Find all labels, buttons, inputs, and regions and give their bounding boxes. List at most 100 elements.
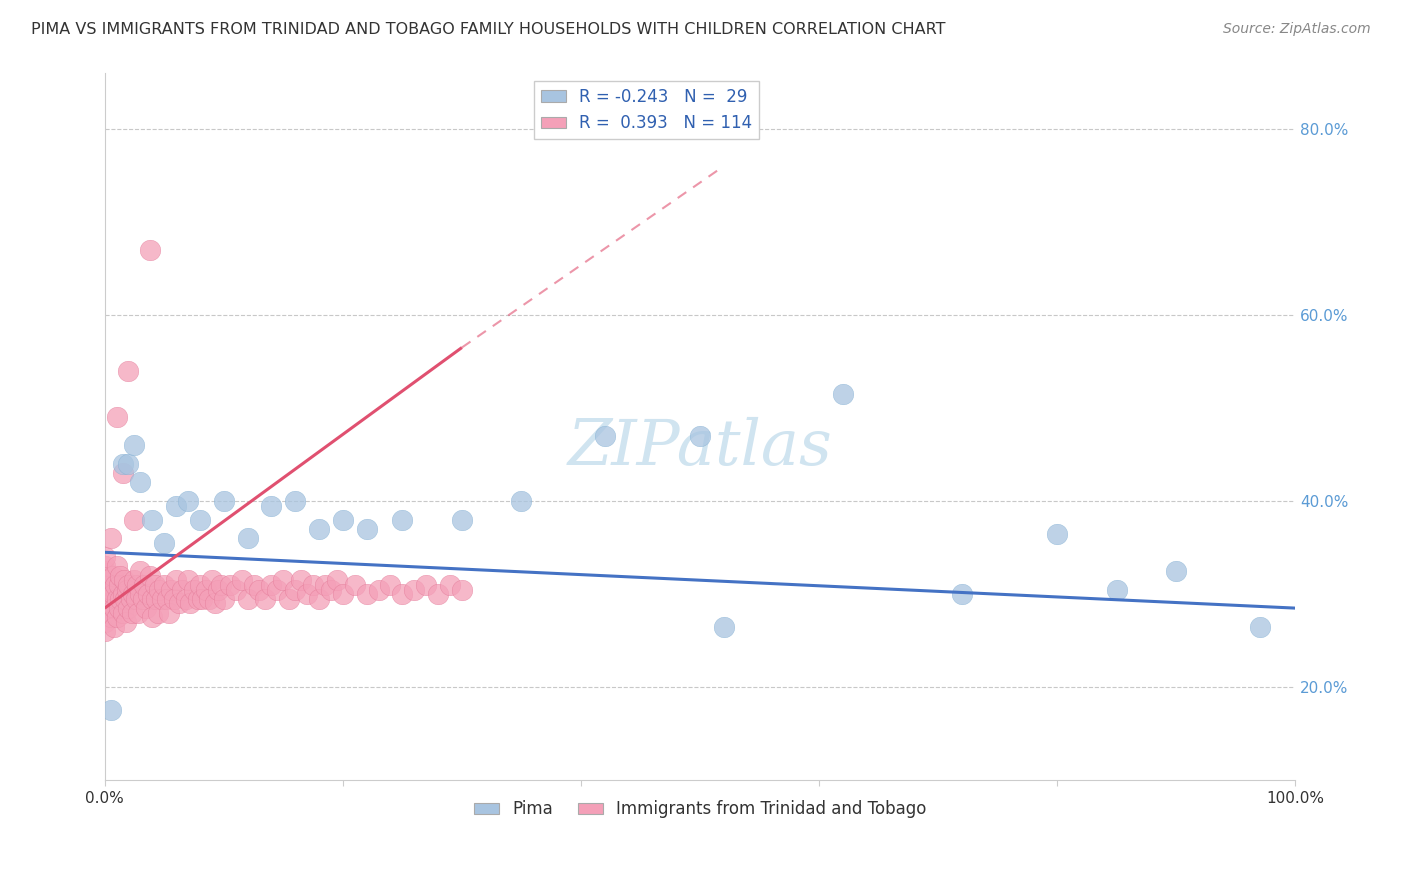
Point [404,582,426,597]
Point [427,587,450,601]
Point [593,429,616,443]
Point [117,457,139,471]
Point [308,522,330,536]
Point [108,568,131,582]
Point [451,513,474,527]
Point [832,387,855,401]
Point [290,573,312,587]
Point [391,587,413,601]
Point [143,578,166,592]
Point [155,591,177,606]
Point [212,494,235,508]
Point [163,591,186,606]
Point [100,582,122,597]
Point [415,578,437,592]
Point [135,601,157,615]
Point [93,606,115,620]
Point [236,591,259,606]
Point [114,591,136,606]
Point [188,513,211,527]
Point [129,475,152,490]
Point [127,606,149,620]
Point [204,597,226,611]
Point [295,587,318,601]
Point [108,601,131,615]
Point [111,466,134,480]
Point [510,494,533,508]
Point [207,582,229,597]
Point [191,591,214,606]
Point [104,578,127,592]
Text: PIMA VS IMMIGRANTS FROM TRINIDAD AND TOBAGO FAMILY HOUSEHOLDS WITH CHILDREN CORR: PIMA VS IMMIGRANTS FROM TRINIDAD AND TOB… [31,22,945,37]
Point [93,573,115,587]
Point [100,597,122,611]
Point [108,591,131,606]
Point [108,578,131,592]
Point [93,624,115,639]
Point [713,620,735,634]
Point [153,536,176,550]
Point [124,591,146,606]
Point [124,438,146,452]
Point [93,549,115,564]
Point [314,578,336,592]
Point [308,591,330,606]
Text: ZIPatlas: ZIPatlas [568,417,832,479]
Point [177,573,200,587]
Point [160,582,183,597]
Point [212,591,235,606]
Point [266,582,288,597]
Point [115,615,138,629]
Point [148,606,170,620]
Point [1166,564,1188,578]
Point [117,578,139,592]
Point [249,582,271,597]
Point [93,615,115,629]
Point [343,578,366,592]
Text: Source: ZipAtlas.com: Source: ZipAtlas.com [1223,22,1371,37]
Point [124,573,146,587]
Point [188,578,211,592]
Point [170,582,193,597]
Point [93,578,115,592]
Point [129,587,152,601]
Point [284,582,307,597]
Point [132,578,155,592]
Point [332,587,354,601]
Point [125,578,148,592]
Point [93,597,115,611]
Point [302,578,325,592]
Point [165,499,187,513]
Point [326,573,349,587]
Point [101,587,124,601]
Point [278,591,301,606]
Point [231,573,253,587]
Point [183,582,205,597]
Point [689,429,711,443]
Point [391,513,413,527]
Point [103,620,125,634]
Point [111,457,134,471]
Point [136,587,159,601]
Point [150,591,173,606]
Point [111,587,134,601]
Point [201,573,224,587]
Point [105,610,128,624]
Point [139,568,162,582]
Legend: Pima, Immigrants from Trinidad and Tobago: Pima, Immigrants from Trinidad and Tobag… [467,794,934,825]
Point [111,606,134,620]
Point [260,578,283,592]
Point [167,597,190,611]
Point [451,582,474,597]
Point [105,410,128,425]
Point [153,578,176,592]
Point [117,364,139,378]
Point [1046,526,1069,541]
Point [132,591,155,606]
Point [236,532,259,546]
Point [139,243,162,257]
Point [145,591,167,606]
Point [105,591,128,606]
Point [356,522,378,536]
Point [242,578,264,592]
